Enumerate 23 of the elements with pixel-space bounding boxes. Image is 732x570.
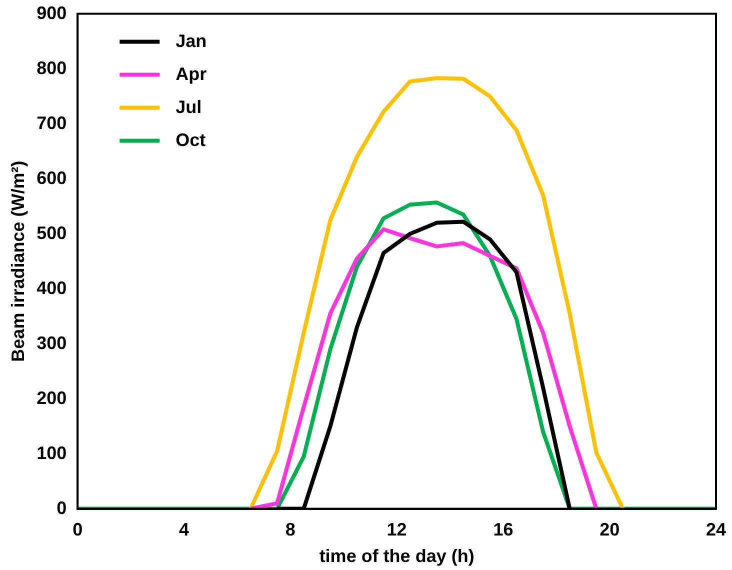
y-tick-label: 500 <box>36 222 67 243</box>
x-axis-title: time of the day (h) <box>319 546 474 566</box>
y-tick-label: 800 <box>36 58 67 78</box>
y-tick-label: 100 <box>36 442 67 463</box>
x-tick-label: 4 <box>179 520 190 540</box>
legend-label: Apr <box>176 64 207 84</box>
y-tick-label: 300 <box>36 332 67 353</box>
y-tick-label: 0 <box>56 498 67 518</box>
y-tick-label: 400 <box>36 278 67 298</box>
y-tick-label: 700 <box>36 112 67 133</box>
y-tick-label: 200 <box>36 388 67 408</box>
x-tick-label: 0 <box>72 520 83 540</box>
y-tick-label: 600 <box>36 168 67 188</box>
legend-label: Jan <box>176 30 207 51</box>
x-tick-label: 8 <box>285 520 296 540</box>
y-tick-label: 900 <box>36 2 67 23</box>
x-tick-label: 16 <box>493 520 514 540</box>
x-tick-label: 12 <box>386 520 407 540</box>
y-axis-title: Beam irradiance (W/m²) <box>8 160 28 362</box>
x-tick-label: 24 <box>706 520 726 540</box>
x-tick-label: 20 <box>600 520 620 540</box>
legend-label: Oct <box>176 130 206 150</box>
legend-label: Jul <box>176 96 202 117</box>
